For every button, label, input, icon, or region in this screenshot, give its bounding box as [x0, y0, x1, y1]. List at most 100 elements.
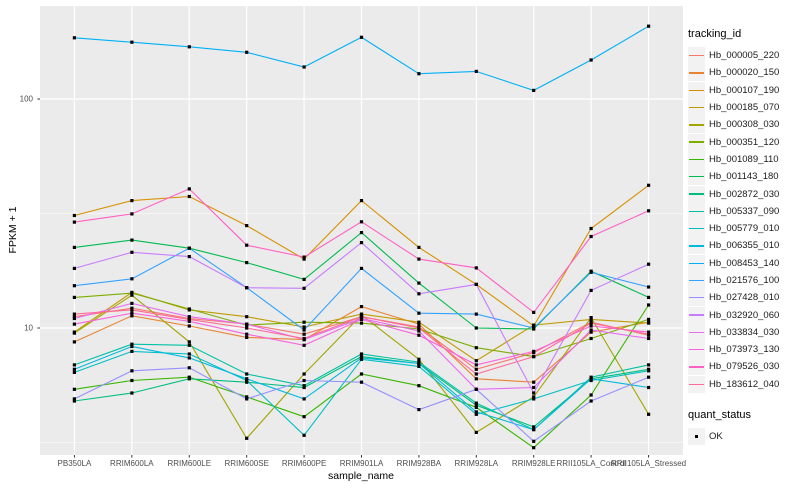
data-point	[532, 439, 536, 443]
data-point	[130, 212, 134, 216]
data-point	[72, 363, 76, 367]
data-point	[589, 234, 593, 239]
data-point	[417, 281, 421, 285]
legend-item-label: OK	[709, 431, 723, 443]
data-point	[72, 213, 76, 218]
legend-item-Hb_027428_010: Hb_027428_010	[688, 289, 800, 307]
data-point	[245, 332, 249, 336]
data-point	[245, 224, 249, 228]
legend-item-label: Hb_021576_100	[709, 275, 780, 286]
data-point	[72, 322, 76, 326]
data-point	[474, 430, 478, 434]
data-point	[417, 257, 421, 261]
data-point	[187, 319, 191, 323]
y-axis-title: FPKM + 1	[7, 206, 19, 254]
data-point	[187, 317, 191, 321]
legend-swatch	[688, 306, 705, 324]
series-color-line-icon	[689, 331, 704, 334]
legend-item-Hb_079526_030: Hb_079526_030	[688, 358, 800, 376]
x-tick-label: RRIM928BA	[396, 459, 442, 468]
legend-item-Hb_005337_090: Hb_005337_090	[688, 202, 800, 220]
data-point	[359, 199, 364, 203]
data-point	[302, 433, 306, 437]
data-point	[474, 372, 478, 376]
legend-item-label: Hb_000351_120	[709, 136, 780, 148]
data-point	[302, 415, 306, 419]
data-point	[532, 326, 536, 330]
legend-item-label: Hb_005779_010	[709, 223, 780, 235]
data-point	[474, 363, 478, 367]
data-point	[589, 399, 593, 403]
data-point	[130, 378, 134, 383]
x-axis-title: sample_name	[328, 470, 394, 482]
quant-status-ok-swatch	[688, 428, 705, 446]
data-point	[647, 262, 651, 266]
series-color-line-icon	[689, 72, 704, 74]
data-point	[532, 380, 536, 384]
legend-swatch	[688, 64, 705, 82]
data-point	[72, 266, 76, 270]
data-point	[532, 428, 536, 432]
series-color-line-icon	[689, 210, 704, 212]
legend-item-Hb_002872_030: Hb_002872_030	[688, 185, 800, 203]
data-point	[187, 377, 191, 381]
data-point	[474, 282, 478, 286]
data-point	[589, 226, 593, 231]
data-point	[245, 50, 249, 54]
data-point	[130, 306, 134, 310]
data-point	[532, 425, 536, 429]
x-tick-label: RRIM600LE	[167, 459, 212, 468]
data-point	[417, 408, 421, 412]
data-point	[302, 328, 306, 332]
legend: tracking_id Hb_000005_220 Hb_000020_150 Hb…	[688, 28, 800, 446]
data-point	[245, 335, 249, 339]
legend-item-Hb_000351_120: Hb_000351_120	[688, 133, 800, 151]
data-point	[130, 40, 134, 44]
data-point	[302, 372, 306, 376]
data-point	[359, 315, 364, 319]
data-point	[72, 316, 76, 321]
data-point	[589, 58, 593, 62]
series-color-line-icon	[689, 262, 704, 264]
series-color-line-icon	[689, 124, 704, 126]
legend-swatch	[688, 237, 705, 255]
data-point	[245, 436, 249, 440]
data-point	[417, 72, 421, 76]
data-point	[589, 324, 593, 328]
data-point	[72, 399, 76, 403]
data-point	[474, 359, 478, 363]
data-point	[474, 367, 478, 371]
data-point	[130, 369, 134, 373]
data-point	[130, 308, 134, 312]
legend-item-list: Hb_000005_220 Hb_000020_150 Hb_000107_190 H…	[688, 47, 800, 393]
data-point	[474, 377, 478, 381]
legend-item-label: Hb_005337_090	[709, 205, 780, 217]
x-tick-label: RRIM600LA	[110, 459, 154, 468]
data-point	[359, 352, 364, 356]
x-tick-label: RRIM928LE	[511, 459, 556, 468]
legend-swatch	[688, 323, 705, 341]
legend-item-label: Hb_008453_140	[709, 257, 780, 269]
data-point	[589, 317, 593, 321]
legend-item-Hb_001089_110: Hb_001089_110	[688, 150, 800, 168]
data-point	[589, 336, 593, 341]
data-point	[647, 285, 651, 289]
legend-item-Hb_032920_060: Hb_032920_060	[688, 306, 800, 324]
data-point	[302, 325, 306, 329]
legend-swatch	[688, 254, 705, 272]
data-point	[474, 69, 478, 73]
legend-item-label: Hb_002872_030	[709, 188, 780, 200]
data-point	[302, 332, 306, 336]
data-point	[130, 277, 134, 281]
y-tick-label: 100	[19, 94, 33, 104]
data-point	[417, 245, 421, 249]
data-point	[474, 346, 478, 350]
data-point	[417, 357, 421, 361]
x-tick-label: RRIM928LA	[454, 459, 499, 468]
data-point	[302, 320, 306, 324]
legend-swatch	[688, 220, 705, 238]
data-point	[647, 209, 651, 213]
data-point	[589, 377, 593, 381]
data-point	[72, 370, 76, 374]
